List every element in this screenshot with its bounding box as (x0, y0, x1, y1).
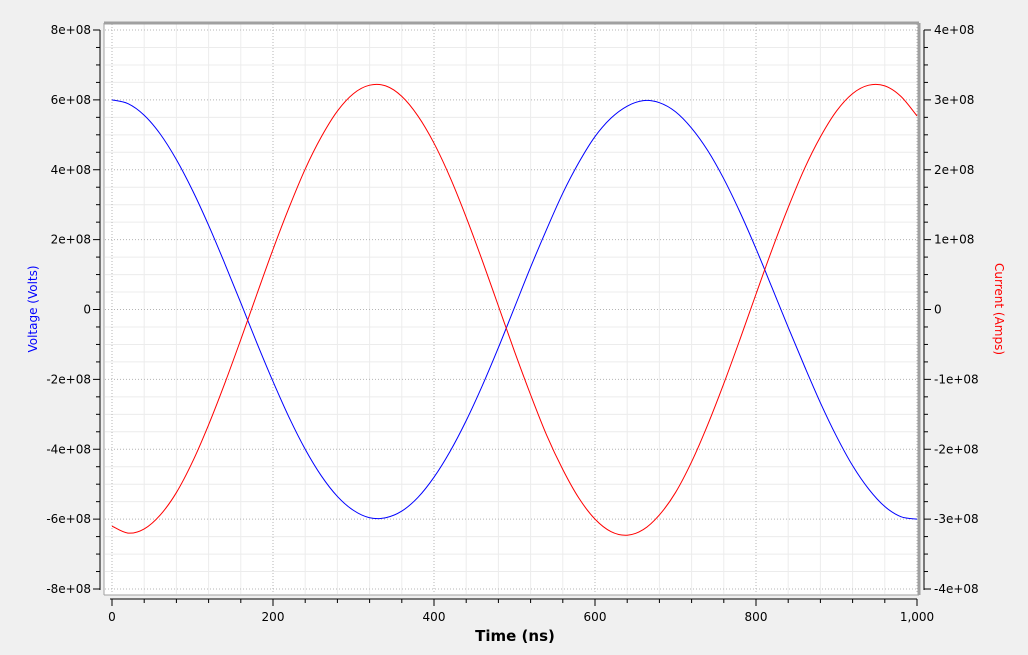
x-tick-label: 1,000 (900, 610, 934, 624)
x-tick-label: 600 (584, 610, 607, 624)
y-left-tick-label: 8e+08 (51, 23, 91, 37)
y-right-tick-label: 0 (934, 303, 942, 317)
major-grid (105, 24, 918, 594)
series-layer (111, 83, 918, 536)
y-right-tick-label: -2e+08 (934, 442, 979, 456)
y-left-tick-label: -8e+08 (46, 582, 91, 596)
y-left-tick-label: 0 (83, 303, 91, 317)
x-tick-label: 400 (423, 610, 446, 624)
x-axis-title: Time (ns) (475, 627, 555, 645)
y-right-tick-label: -4e+08 (934, 582, 979, 596)
series-line-voltage (111, 99, 918, 520)
y-left-tick-label: -6e+08 (46, 512, 91, 526)
x-tick-label: 800 (745, 610, 768, 624)
y-left-tick-label: 2e+08 (51, 233, 91, 247)
y-axis-right-title: Current (Amps) (992, 263, 1006, 355)
y-right-tick-label: 4e+08 (934, 23, 974, 37)
y-right-tick-label: 2e+08 (934, 163, 974, 177)
y-right-tick-label: 1e+08 (934, 233, 974, 247)
series-line-current (111, 83, 918, 536)
y-left-tick-label: -4e+08 (46, 442, 91, 456)
y-axis-left-title: Voltage (Volts) (26, 265, 40, 352)
x-tick-label: 0 (108, 610, 116, 624)
tick-layer: 0 200 400 600 800 1,000 8e+08 6e+08 4e+08 2e+08 0 -… (46, 23, 978, 624)
plot-background (104, 23, 919, 595)
y-right-tick-label: -1e+08 (934, 372, 979, 386)
y-left-tick-label: 4e+08 (51, 163, 91, 177)
y-left-tick-label: 6e+08 (51, 93, 91, 107)
y-right-tick-label: 3e+08 (934, 93, 974, 107)
y-right-tick-label: -3e+08 (934, 512, 979, 526)
x-tick-label: 200 (262, 610, 285, 624)
y-left-tick-label: -2e+08 (46, 372, 91, 386)
